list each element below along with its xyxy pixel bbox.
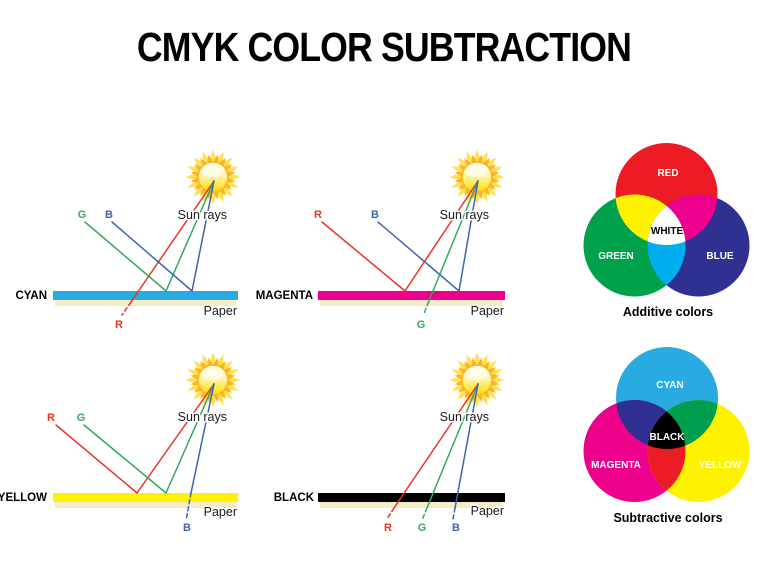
magenta-bar [318, 291, 505, 300]
paper-label: Paper [204, 505, 237, 519]
red-ray-reflected [55, 424, 138, 494]
blue-ray-absorbed [185, 492, 192, 519]
paper-edge [320, 502, 503, 508]
red-ray-incident [393, 383, 479, 509]
cyan-paper-diagram: Sun rays CYAN Paper G B R [15, 149, 240, 331]
additive-venn-diagram: RED GREEN BLUE WHITE Additive colors [583, 143, 750, 319]
sun-icon [185, 149, 240, 204]
paper-label: Paper [471, 504, 504, 518]
paper-label: Paper [204, 304, 237, 318]
red-ray-label: R [314, 209, 322, 221]
magenta-label: MAGENTA [591, 460, 641, 471]
green-ray-incident [427, 180, 479, 303]
sun-icon [185, 352, 240, 407]
green-ray-label: G [78, 209, 87, 221]
blue-ray-incident [190, 383, 215, 494]
cyan-bar [53, 291, 238, 300]
yellow-label: YELLOW [699, 460, 742, 471]
red-ray-incident [136, 383, 215, 494]
surface-label: BLACK [274, 492, 315, 504]
page-title-text: CMYK COLOR SUBTRACTION [136, 24, 632, 70]
red-ray-label: R [384, 522, 392, 534]
blue-ray-label: B [371, 209, 379, 221]
green-ray-reflected [84, 221, 167, 292]
blue-ray-incident [454, 383, 479, 509]
black-paper-diagram: Sun rays BLACK Paper R G B [274, 352, 506, 534]
green-ray-incident [165, 180, 215, 292]
sun-icon [449, 352, 504, 407]
black-bar [318, 493, 505, 502]
triple-overlap-white [647, 194, 686, 245]
surface-label: MAGENTA [256, 290, 313, 302]
blue-ray-label: B [105, 209, 113, 221]
magenta-paper-diagram: Sun rays MAGENTA Paper R B G [256, 149, 505, 331]
green-ray-incident [165, 383, 215, 494]
blue-ray-label: B [183, 522, 191, 534]
subtractive-caption: Subtractive colors [613, 511, 722, 525]
sun-icon [449, 149, 504, 204]
sun-rays-label: Sun rays [440, 208, 489, 222]
sun-rays-label: Sun rays [440, 410, 489, 424]
yellow-paper-diagram: Sun rays YELLOW Paper R G B [0, 352, 241, 534]
sun-rays-label: Sun rays [178, 410, 227, 424]
red-ray-reflected [321, 221, 406, 292]
paper-edge [55, 502, 236, 508]
surface-label: CYAN [15, 290, 47, 302]
green-ray-label: G [417, 319, 426, 331]
blue-ray-incident [191, 180, 215, 292]
green-ray-incident [426, 383, 479, 509]
subtractive-venn-diagram: CYAN MAGENTA YELLOW BLACK Subtractive co… [583, 347, 750, 525]
red-ray-label: R [115, 319, 123, 331]
green-ray-reflected [83, 424, 167, 494]
surface-label: YELLOW [0, 492, 47, 504]
additive-caption: Additive colors [623, 305, 713, 319]
red-ray-incident [404, 180, 479, 292]
red-ray-incident [130, 180, 215, 303]
triple-overlap-black [647, 400, 686, 449]
green-ray-label: G [418, 522, 427, 534]
page-title: CMYK COLOR SUBTRACTION [0, 24, 768, 71]
red-ray-absorbed [386, 507, 395, 520]
yellow-bar [53, 493, 238, 502]
paper-edge [55, 300, 236, 306]
paper-edge [320, 300, 503, 306]
blue-ray-reflected [111, 221, 193, 292]
blue-label: BLUE [706, 251, 734, 262]
green-ray-absorbed [421, 507, 428, 520]
cyan-label: CYAN [656, 380, 683, 391]
red-ray-label: R [47, 412, 55, 424]
red-label: RED [657, 168, 678, 179]
green-ray-label: G [77, 412, 86, 424]
blue-ray-absorbed [452, 507, 456, 520]
white-label: WHITE [651, 226, 684, 237]
paper-label: Paper [471, 304, 504, 318]
red-ray-absorbed [121, 301, 132, 316]
green-label: GREEN [598, 251, 634, 262]
blue-ray-label: B [452, 522, 460, 534]
sun-rays-label: Sun rays [178, 208, 227, 222]
black-label: BLACK [650, 432, 686, 443]
green-ray-absorbed [422, 301, 430, 316]
blue-ray-reflected [377, 221, 460, 292]
blue-ray-incident [458, 180, 479, 292]
